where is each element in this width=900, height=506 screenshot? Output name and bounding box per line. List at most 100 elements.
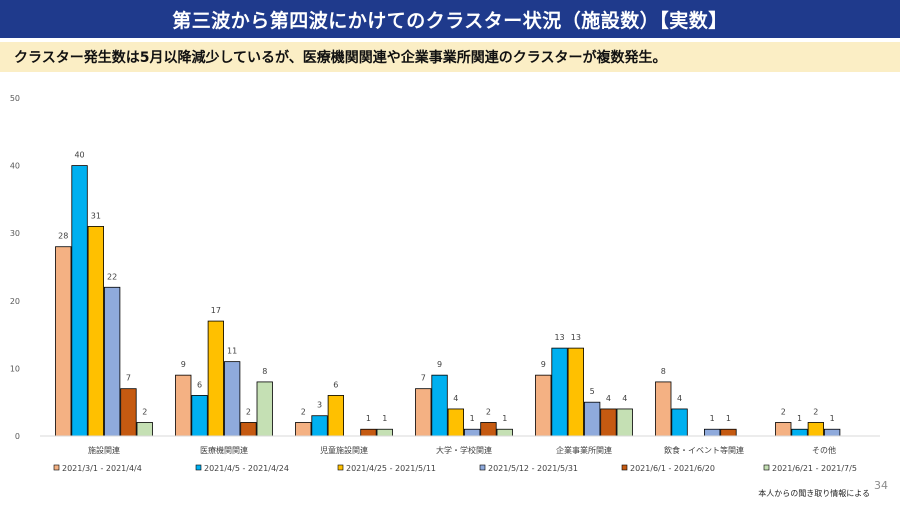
data-label: 6	[197, 380, 202, 389]
data-label: 2	[142, 407, 147, 416]
data-label: 31	[91, 211, 101, 220]
bar	[431, 374, 448, 437]
data-label: 13	[571, 333, 581, 342]
legend-swatch	[53, 464, 60, 471]
data-label: 1	[797, 414, 802, 423]
bar	[480, 422, 497, 437]
bar	[704, 428, 721, 437]
legend-label: 2021/5/12 - 2021/5/31	[488, 464, 578, 473]
data-label: 4	[606, 394, 611, 403]
bar	[791, 428, 808, 437]
legend-item: 2021/6/21 - 2021/7/5	[763, 464, 857, 473]
data-label: 28	[58, 232, 68, 241]
data-label: 1	[830, 414, 835, 423]
category-label: 施設関連	[88, 445, 120, 455]
data-label: 2	[813, 407, 818, 416]
bar	[551, 347, 568, 437]
bar	[360, 428, 377, 437]
bar	[655, 381, 672, 437]
legend-item: 2021/4/25 - 2021/5/11	[337, 464, 436, 473]
data-label: 9	[181, 360, 186, 369]
data-label: 7	[126, 374, 131, 383]
data-label: 8	[661, 367, 666, 376]
legend-label: 2021/6/21 - 2021/7/5	[772, 464, 857, 473]
page-title: 第三波から第四波にかけてのクラスター状況（施設数）【実数】	[0, 0, 900, 38]
legend-swatch	[479, 464, 486, 471]
bar	[496, 428, 513, 437]
bar	[600, 408, 617, 437]
data-label: 2	[486, 407, 491, 416]
bar	[136, 422, 153, 437]
data-label: 2	[781, 407, 786, 416]
legend-item: 2021/3/1 - 2021/4/4	[53, 464, 142, 473]
legend-label: 2021/6/1 - 2021/6/20	[630, 464, 715, 473]
data-label: 9	[437, 360, 442, 369]
bar	[311, 415, 328, 437]
data-label: 2	[301, 407, 306, 416]
bar	[463, 428, 481, 437]
bar	[71, 165, 88, 437]
data-label: 3	[317, 401, 322, 410]
category-label: 大学・学校関連	[436, 445, 492, 455]
page-subtitle: クラスター発生数は5月以降減少しているが、医療機関関連や企業事業所関連のクラスタ…	[0, 42, 900, 72]
data-label: 8	[262, 367, 267, 376]
data-label: 4	[677, 394, 682, 403]
bar	[175, 374, 192, 437]
legend-item: 2021/5/12 - 2021/5/31	[479, 464, 578, 473]
legend-item: 2021/4/5 - 2021/4/24	[195, 464, 289, 473]
bar	[207, 320, 225, 437]
bar	[104, 286, 121, 437]
y-tick-label: 20	[10, 297, 20, 306]
y-tick-label: 50	[10, 94, 20, 103]
bar	[55, 246, 72, 437]
data-label: 2	[246, 407, 251, 416]
bar	[616, 408, 633, 437]
legend-item: 2021/6/1 - 2021/6/20	[621, 464, 715, 473]
data-label: 13	[554, 333, 564, 342]
data-label: 4	[453, 394, 458, 403]
data-label: 22	[107, 272, 117, 281]
data-label: 6	[333, 380, 338, 389]
y-tick-label: 10	[10, 364, 20, 373]
bar	[415, 388, 432, 437]
legend-swatch	[195, 464, 202, 471]
data-label: 1	[470, 414, 475, 423]
category-label: 飲食・イベント等関連	[664, 445, 744, 455]
legend-swatch	[763, 464, 770, 471]
legend-label: 2021/3/1 - 2021/4/4	[62, 464, 142, 473]
bar	[775, 422, 792, 437]
bar	[567, 347, 584, 437]
data-label: 9	[541, 360, 546, 369]
bar	[327, 395, 345, 437]
bar	[256, 381, 273, 437]
category-label: 児童施設関連	[320, 445, 368, 455]
data-label: 1	[710, 414, 715, 423]
data-label: 1	[502, 414, 507, 423]
category-label: 企業事業所関連	[556, 445, 612, 455]
data-label: 40	[74, 151, 84, 160]
bar	[535, 374, 552, 437]
bar	[295, 422, 312, 437]
bar	[447, 408, 465, 437]
data-label: 4	[622, 394, 627, 403]
data-label: 1	[382, 414, 387, 423]
y-tick-label: 30	[10, 229, 20, 238]
data-label: 1	[726, 414, 731, 423]
bar	[376, 428, 393, 437]
y-tick-label: 0	[15, 432, 20, 441]
y-tick-label: 40	[10, 162, 20, 171]
bar	[223, 361, 241, 437]
data-label: 1	[366, 414, 371, 423]
legend-swatch	[621, 464, 628, 471]
page-number: 34	[874, 479, 888, 492]
bar	[87, 226, 104, 437]
bar	[807, 422, 824, 437]
legend-label: 2021/4/25 - 2021/5/11	[346, 464, 436, 473]
data-label: 17	[211, 306, 221, 315]
bar	[671, 408, 688, 437]
bar	[720, 428, 737, 437]
data-label: 11	[227, 347, 237, 356]
data-label: 5	[590, 387, 595, 396]
bar	[824, 428, 841, 437]
legend-label: 2021/4/5 - 2021/4/24	[204, 464, 289, 473]
